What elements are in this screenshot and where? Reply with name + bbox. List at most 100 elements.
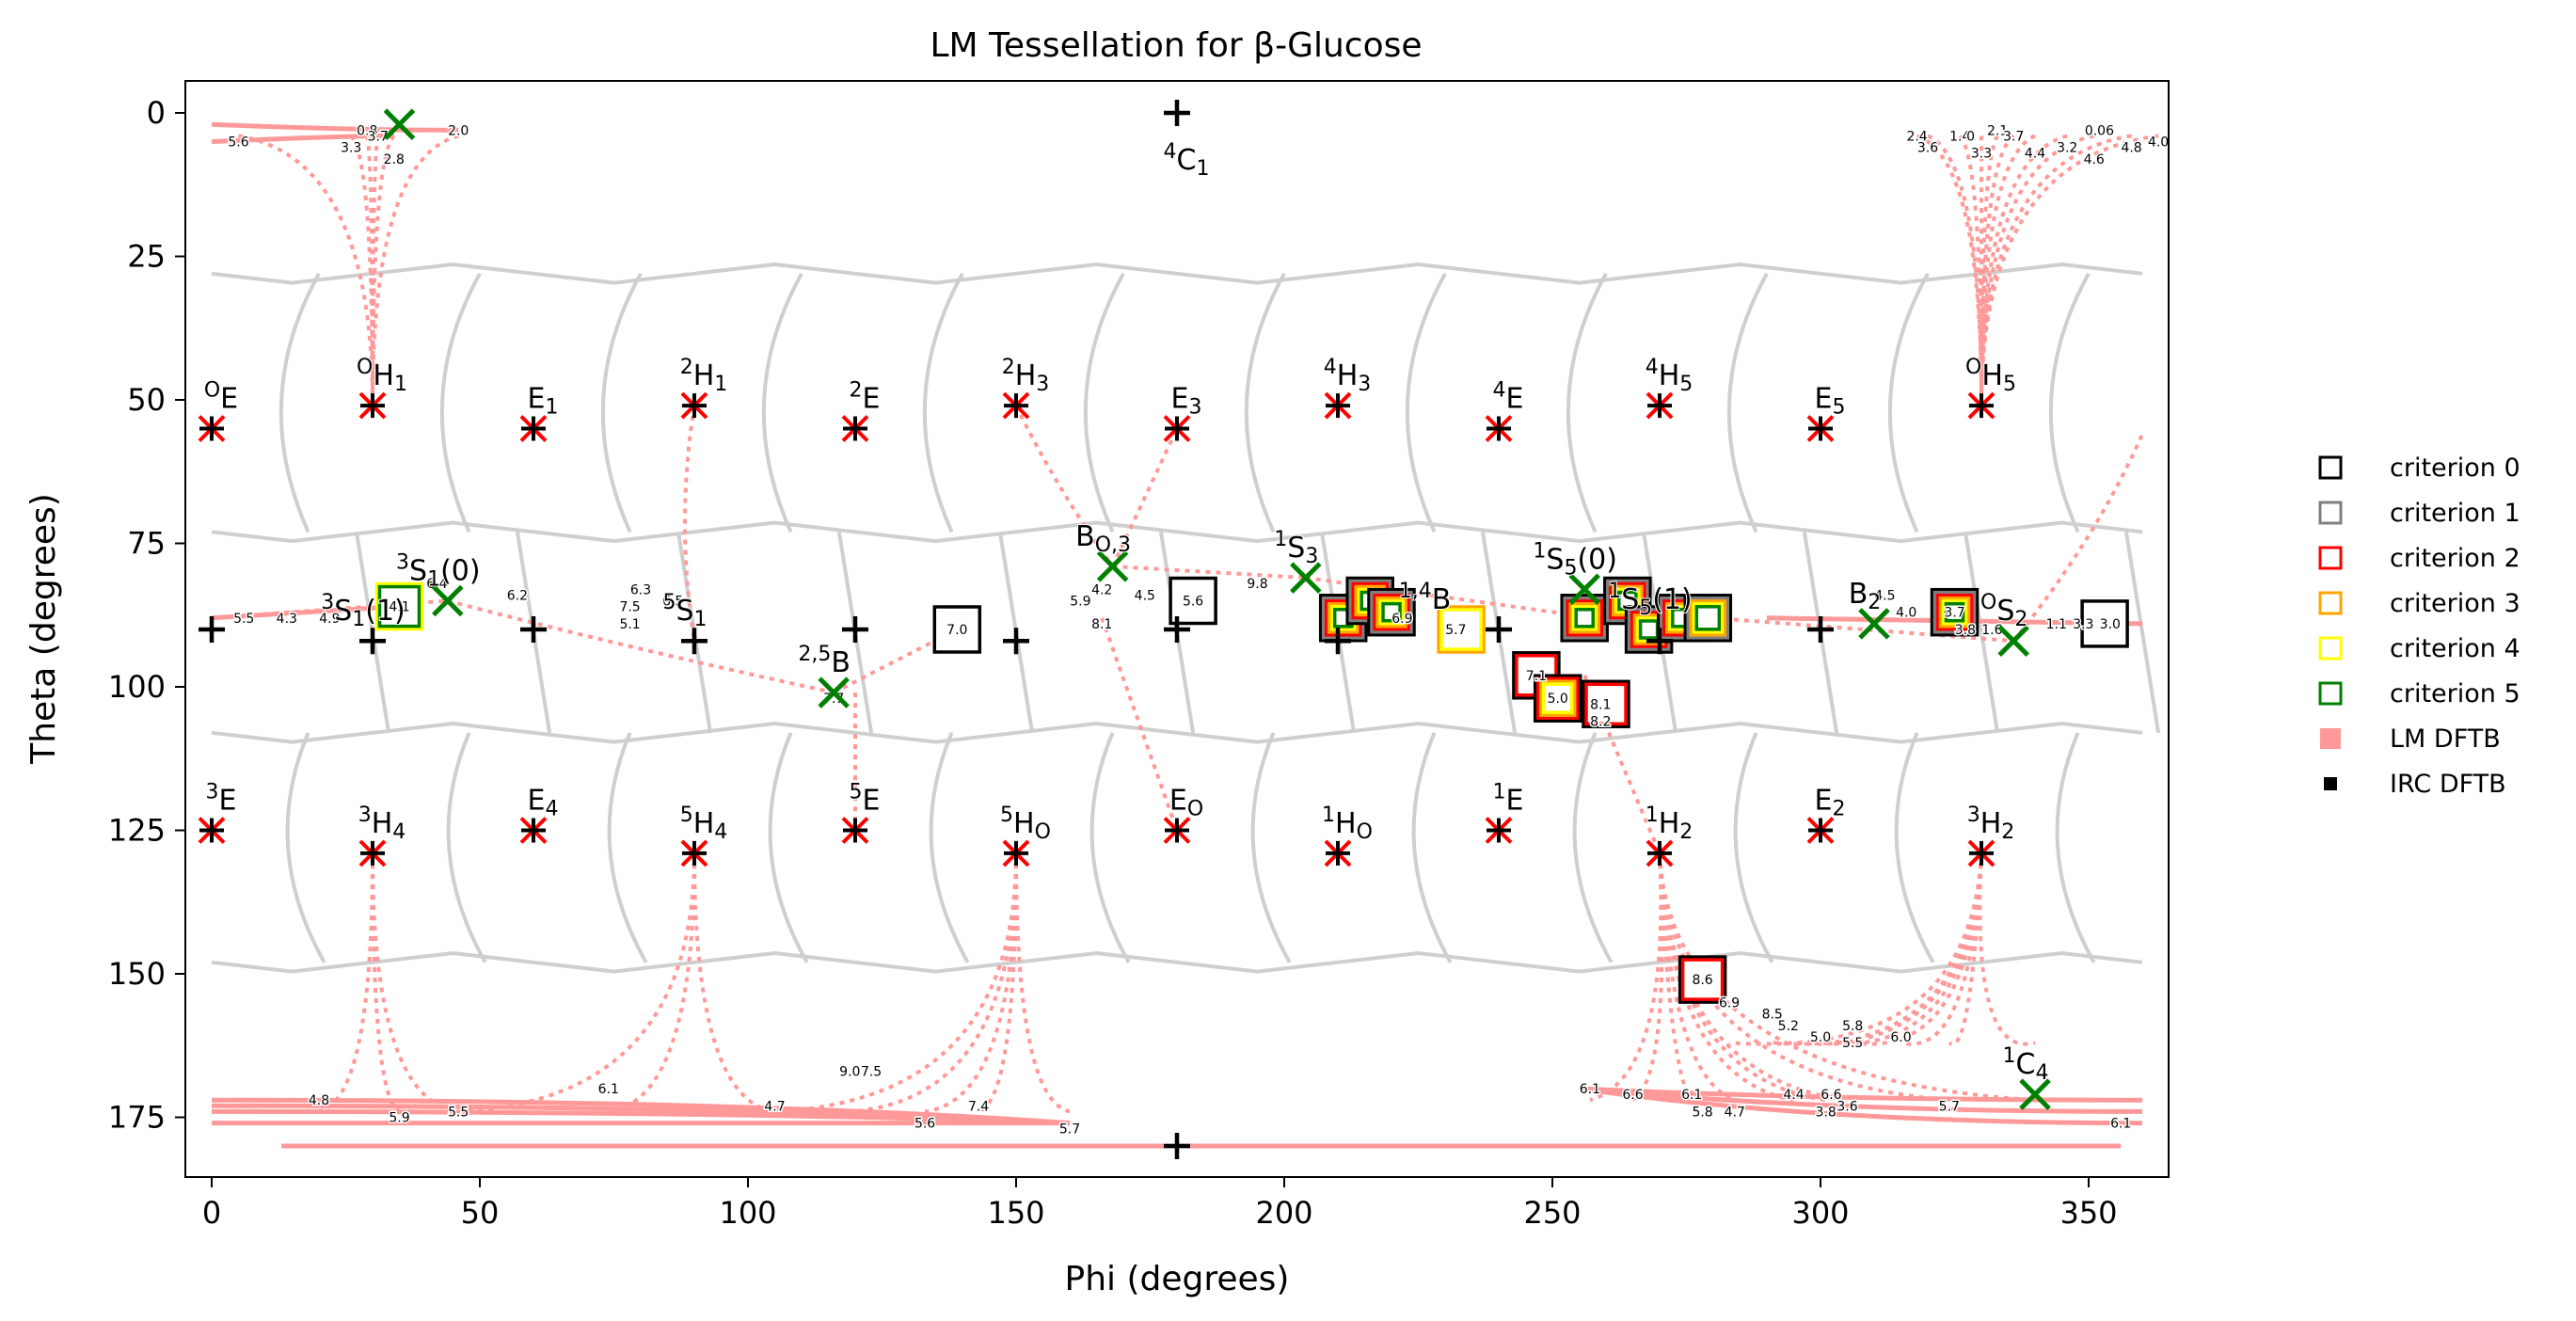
plus-marker — [1003, 628, 1029, 655]
pucker-label: 1S3 — [1274, 528, 1318, 568]
criterion-5-box — [377, 584, 421, 629]
tessellation-boundary — [1566, 272, 1608, 533]
pucker-label: 4H3 — [1324, 356, 1372, 396]
lm-energy-label: 5.2 — [1778, 1019, 1799, 1034]
lm-energy-label: 4.1 — [389, 600, 409, 615]
criterion-3-box — [1938, 596, 1971, 629]
tessellation-boundary — [211, 951, 2143, 974]
x-tick-label: 200 — [1255, 1195, 1312, 1231]
tessellation-boundary — [2123, 531, 2161, 734]
canonical-plus-marker — [1165, 818, 1189, 843]
tessellation-boundary — [1726, 272, 1769, 533]
tessellation-boundary — [922, 272, 964, 533]
lm-path — [1631, 852, 1664, 1102]
lm-energy-label: 3.8 — [1955, 623, 1976, 638]
criterion-1-box — [1686, 597, 1730, 640]
x-tick-label: 150 — [987, 1195, 1044, 1231]
lm-energy-label: 2.4 — [1906, 129, 1927, 144]
lm-energy-label: 4.8 — [309, 1093, 329, 1108]
criterion-4-box — [1439, 608, 1483, 651]
lm-path — [371, 852, 401, 1114]
lm-path — [1852, 852, 1983, 1046]
pucker-label: 5E — [850, 781, 881, 818]
plus-marker — [199, 616, 225, 643]
lm-energy-label: 5.1 — [619, 617, 640, 632]
criterion-3-box — [1437, 605, 1486, 654]
criterion-0-box — [1582, 679, 1630, 729]
criterion-0-box — [1169, 576, 1217, 626]
pucker-label: OS2 — [1980, 591, 2027, 631]
pucker-label: 3S1(1) — [321, 591, 405, 631]
plus-marker — [359, 628, 386, 655]
lm-energy-label: 2.0 — [448, 123, 469, 138]
tessellation-boundary — [607, 732, 648, 963]
tessellation-boundary — [1244, 272, 1286, 533]
pucker-label: 1,4B — [1399, 580, 1452, 616]
tessellation-boundary — [1733, 732, 1774, 963]
lm-curve — [211, 133, 394, 144]
legend-label: criterion 0 — [2390, 454, 2520, 483]
pucker-label: 3E — [206, 781, 237, 818]
lm-energy-label: 8.1 — [1590, 697, 1611, 712]
lm-energy-label: 4.8 — [2121, 141, 2141, 156]
legend-label: criterion 3 — [2390, 589, 2520, 618]
legend-label: criterion 2 — [2390, 544, 2520, 573]
criterion-5-box — [1574, 608, 1595, 629]
lm-energy-label: 7.5 — [861, 1065, 882, 1080]
criterion-0-box — [2080, 599, 2129, 648]
x-tick-label: 250 — [1523, 1195, 1581, 1231]
y-tick-label: 0 — [147, 95, 166, 131]
y-tick-label: 25 — [127, 239, 166, 275]
criterion-2-box — [1373, 593, 1410, 631]
lm-energy-label: 5.0 — [1548, 692, 1568, 707]
pucker-label: E4 — [528, 785, 559, 821]
plus-marker — [1164, 616, 1190, 643]
legend-label: IRC DFTB — [2390, 770, 2506, 799]
tessellation-boundary — [278, 272, 321, 533]
canonical-plus-marker — [1165, 416, 1189, 441]
tessellation-boundary — [1887, 272, 1930, 533]
criterion-4-box — [1571, 605, 1598, 631]
tessellation-boundary — [285, 732, 326, 963]
green-x-marker — [1290, 562, 1322, 594]
legend-marker — [2318, 501, 2343, 525]
canonical-plus-marker — [1004, 840, 1028, 866]
chart-title: LM Tessellation for β-Glucose — [930, 26, 1422, 65]
pucker-label: E2 — [1815, 785, 1846, 821]
criterion-5-box — [1694, 605, 1722, 631]
plus-marker — [1164, 1133, 1190, 1159]
lm-energy-label: 5.6 — [1183, 595, 1203, 610]
pucker-label: B2 — [1849, 578, 1882, 614]
lm-path — [774, 852, 1018, 1114]
lm-path — [1305, 576, 1596, 620]
plus-marker — [1486, 616, 1512, 643]
lm-energy-label: 5.9 — [1070, 595, 1090, 610]
lm-path — [371, 135, 396, 406]
canonical-plus-marker — [199, 416, 224, 441]
lm-path — [978, 852, 1018, 1114]
green-x-marker — [818, 676, 850, 708]
pucker-label: 2E — [850, 379, 881, 416]
lm-energy-label: 0.8 — [357, 123, 377, 138]
pucker-label: 2H3 — [1002, 356, 1050, 396]
canonical-plus-marker — [360, 393, 385, 419]
lm-path — [1958, 135, 1983, 406]
criterion-4-box — [1541, 682, 1574, 714]
y-tick-label: 50 — [127, 382, 166, 418]
pucker-label: 5H4 — [680, 804, 728, 844]
pucker-label: OE — [204, 379, 238, 416]
lm-energy-label: 6.1 — [598, 1082, 619, 1097]
criterion-0-box — [1533, 674, 1582, 723]
canonical-plus-marker — [682, 393, 707, 419]
lm-energy-label: 4.0 — [1896, 606, 1916, 621]
canonical-plus-marker — [1969, 393, 1994, 419]
plus-marker — [842, 616, 868, 643]
canonical-plus-marker — [1487, 416, 1511, 441]
canonical-plus-marker — [1326, 393, 1350, 419]
canonical-plus-marker — [1004, 393, 1028, 419]
lm-path — [1712, 615, 2014, 644]
y-axis-label: Theta (degrees) — [24, 493, 63, 765]
lm-energy-label: 5.8 — [1842, 1019, 1863, 1034]
green-x-marker — [1997, 625, 2029, 657]
canonical-plus-marker — [843, 416, 867, 441]
